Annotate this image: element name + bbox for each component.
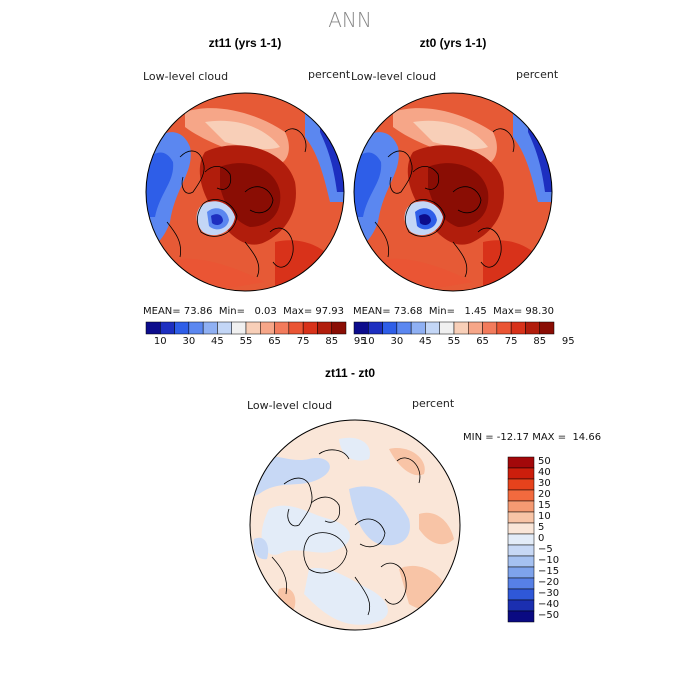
colorbar-diff-swatch: [507, 522, 535, 535]
colorbar-labels-diff: 50 40 30 20 15 10 5 0 −5 −10 −15 −20 −30 −40 −50: [538, 456, 578, 622]
polar-map-zt0: [353, 92, 553, 292]
colorbar-zt11-swatch: [317, 321, 332, 335]
colorbar-diff-tick-label: 10: [538, 511, 551, 522]
colorbar-diff-tick-label: 30: [538, 478, 551, 489]
diff-units-label: percent: [412, 397, 455, 410]
colorbar-zt11-tick-label: 30: [182, 336, 196, 347]
colorbar-diff-swatch: [507, 544, 535, 557]
colorbar-zt11-tick-label: 10: [153, 336, 167, 347]
colorbar-zt11-tick-label: 85: [325, 336, 339, 347]
colorbar-diff-swatch: [507, 489, 535, 502]
colorbar-zt0: [353, 321, 555, 335]
colorbar-zt11: [145, 321, 347, 335]
colorbar-diff-tick-label: 50: [538, 456, 551, 467]
colorbar-zt11-tick-label: 95: [353, 336, 367, 347]
colorbar-diff-tick-label: 20: [538, 489, 551, 500]
colorbar-zt0-tick-label: 95: [561, 336, 575, 347]
colorbar-diff-tick-label: −30: [538, 588, 560, 599]
colorbar-zt0-tick-label: 65: [476, 336, 489, 347]
colorbar-zt0-swatch: [425, 321, 440, 335]
colorbar-zt0-tick-label: 10: [361, 336, 375, 347]
colorbar-zt0-swatch: [525, 321, 540, 335]
variable-label-zt11: Low-level cloud: [143, 70, 229, 83]
colorbar-zt11-swatch: [160, 321, 175, 335]
stats-zt11: MEAN= 73.86 Min= 0.03 Max= 97.93: [143, 306, 345, 317]
colorbar-diff: [507, 456, 535, 623]
colorbar-zt0-swatch: [396, 321, 412, 335]
colorbar-zt0-swatch: [368, 321, 383, 335]
colorbar-zt11-tick-label: 55: [239, 336, 253, 347]
colorbar-zt0-tick-label: 75: [504, 336, 518, 347]
colorbar-diff-tick-label: −50: [538, 610, 560, 621]
colorbar-zt0-swatch: [439, 321, 455, 335]
panel-title-zt0: zt0 (yrs 1-1): [419, 36, 487, 50]
colorbar-diff-swatch: [507, 456, 535, 469]
colorbar-zt0-swatch: [410, 321, 426, 335]
colorbar-zt11-swatch: [331, 321, 347, 335]
units-label-zt0: percent: [516, 68, 559, 81]
colorbar-diff-swatch: [507, 467, 535, 480]
colorbar-labels-zt0: 10 30 45 55 65 75 85 95: [354, 336, 575, 350]
stats-zt0: MEAN= 73.68 Min= 1.45 Max= 98.30: [353, 306, 555, 317]
colorbar-zt0-tick-label: 55: [447, 336, 461, 347]
colorbar-zt11-swatch: [288, 321, 304, 335]
colorbar-zt11-swatch: [274, 321, 290, 335]
colorbar-diff-tick-label: −10: [538, 555, 560, 566]
colorbar-diff-tick-label: 0: [538, 533, 545, 544]
colorbar-diff-swatch: [507, 478, 535, 491]
colorbar-zt11-tick-label: 75: [296, 336, 310, 347]
colorbar-diff-swatch: [507, 599, 535, 612]
colorbar-diff-swatch: [507, 533, 535, 546]
colorbar-zt0-swatch: [353, 321, 369, 335]
colorbar-zt11-swatch: [231, 321, 247, 335]
panel-title-zt11: zt11 (yrs 1-1): [208, 36, 282, 50]
colorbar-zt0-tick-label: 30: [390, 336, 404, 347]
colorbar-diff-swatch: [507, 500, 535, 513]
colorbar-zt0-swatch: [382, 321, 398, 335]
colorbar-diff-swatch: [507, 610, 535, 623]
variable-label-zt0: Low-level cloud: [351, 70, 437, 83]
colorbar-diff-tick-label: −40: [538, 599, 560, 610]
colorbar-zt11-swatch: [202, 321, 218, 335]
colorbar-zt0-swatch: [510, 321, 526, 335]
colorbar-zt11-tick-label: 45: [211, 336, 224, 347]
colorbar-diff-swatch: [507, 588, 535, 601]
colorbar-zt0-swatch: [539, 321, 555, 335]
colorbar-diff-swatch: [507, 577, 535, 590]
polar-map-zt11: [145, 92, 345, 292]
colorbar-zt0-swatch: [468, 321, 483, 335]
colorbar-zt0-swatch: [496, 321, 512, 335]
colorbar-diff-tick-label: −5: [538, 544, 553, 555]
colorbar-zt0-tick-label: 85: [533, 336, 547, 347]
diff-variable-label: Low-level cloud: [247, 399, 333, 412]
colorbar-zt11-swatch: [302, 321, 318, 335]
colorbar-zt11-swatch: [188, 321, 204, 335]
colorbar-zt11-swatch: [217, 321, 232, 335]
colorbar-zt11-swatch: [174, 321, 190, 335]
figure-title: ANN: [328, 8, 372, 32]
polar-map-diff: [249, 419, 461, 631]
colorbar-labels-zt11: 10 30 45 55 65 75 85 95: [146, 336, 367, 350]
colorbar-diff-tick-label: −15: [538, 566, 560, 577]
colorbar-diff-swatch: [507, 511, 535, 524]
diff-panel-title: zt11 - zt0: [324, 366, 375, 380]
colorbar-diff-swatch: [507, 555, 535, 568]
colorbar-diff-tick-label: 15: [538, 500, 551, 511]
colorbar-diff-tick-label: 5: [538, 522, 545, 533]
colorbar-diff-tick-label: −20: [538, 577, 560, 588]
colorbar-zt11-swatch: [145, 321, 161, 335]
colorbar-diff-swatch: [507, 566, 535, 579]
colorbar-zt11-swatch: [260, 321, 275, 335]
colorbar-diff-tick-label: 40: [538, 467, 551, 478]
diff-minmax: MIN = -12.17 MAX = 14.66: [463, 432, 602, 443]
colorbar-zt0-tick-label: 45: [419, 336, 432, 347]
colorbar-zt0-swatch: [453, 321, 469, 335]
colorbar-zt0-swatch: [482, 321, 498, 335]
units-label-zt11: percent: [308, 68, 351, 81]
colorbar-zt11-tick-label: 65: [268, 336, 281, 347]
colorbar-zt11-swatch: [245, 321, 261, 335]
